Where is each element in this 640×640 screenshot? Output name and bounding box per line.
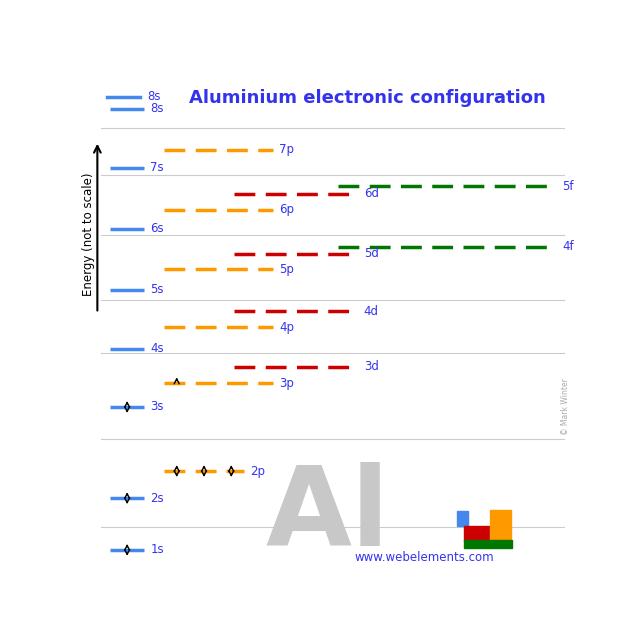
Text: 3s: 3s <box>150 401 164 413</box>
Text: 5s: 5s <box>150 283 164 296</box>
Text: 1s: 1s <box>150 543 164 556</box>
Text: 5d: 5d <box>364 247 379 260</box>
Text: © Mark Winter: © Mark Winter <box>561 378 570 435</box>
Text: 5p: 5p <box>280 263 294 276</box>
Text: Energy (not to scale): Energy (not to scale) <box>83 173 95 296</box>
Text: 7s: 7s <box>150 161 164 175</box>
Bar <box>465 526 499 541</box>
Text: 4d: 4d <box>364 305 379 318</box>
Text: Aluminium electronic configuration: Aluminium electronic configuration <box>189 89 546 107</box>
Bar <box>465 540 512 548</box>
Text: 6p: 6p <box>280 204 294 216</box>
Text: 4s: 4s <box>150 342 164 355</box>
Text: 7p: 7p <box>280 143 294 156</box>
Text: 4p: 4p <box>280 321 294 333</box>
Bar <box>490 510 511 541</box>
Text: 2s: 2s <box>150 492 164 505</box>
Text: 8s: 8s <box>147 90 161 103</box>
Text: 8s: 8s <box>150 102 164 115</box>
Text: www.webelements.com: www.webelements.com <box>355 551 495 564</box>
Text: 6d: 6d <box>364 187 379 200</box>
Text: 3d: 3d <box>364 360 379 373</box>
Text: 2p: 2p <box>250 465 264 477</box>
Text: Al: Al <box>266 462 390 569</box>
Bar <box>457 511 468 526</box>
Text: 6s: 6s <box>150 222 164 235</box>
Text: 4f: 4f <box>562 240 573 253</box>
Text: 5f: 5f <box>562 180 573 193</box>
Text: 3p: 3p <box>280 377 294 390</box>
